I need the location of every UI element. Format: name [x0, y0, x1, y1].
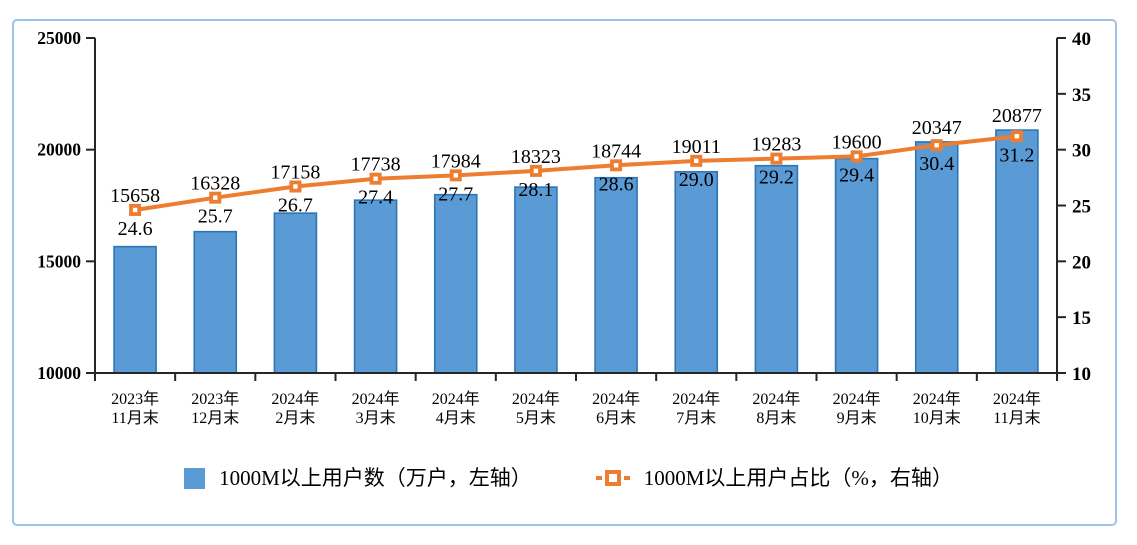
line-value-label: 28.6 [599, 173, 634, 195]
bar-value-label: 20877 [992, 105, 1042, 127]
y-right-tick-label: 20 [1072, 252, 1091, 273]
x-axis-label-month: 7月末 [676, 409, 716, 427]
x-axis-label-month: 12月末 [191, 409, 239, 427]
x-axis-label-year: 2024年 [672, 390, 720, 408]
x-axis-label-month: 3月末 [356, 409, 396, 427]
line-marker-center [934, 143, 939, 148]
x-axis-label-year: 2024年 [913, 390, 961, 408]
line-marker-center [533, 168, 539, 174]
y-right-tick-label: 30 [1072, 141, 1091, 162]
legend-item-bar-series: 1000M以上用户数（万户，左轴） [184, 465, 532, 490]
bar-value-label: 20347 [912, 117, 962, 139]
x-axis-label-month: 5月末 [516, 409, 556, 427]
bar [113, 245, 157, 374]
y-right-tick-label: 40 [1072, 29, 1091, 50]
bar [594, 176, 638, 374]
line-marker-center [854, 154, 859, 159]
figure-border [12, 19, 1117, 526]
x-axis-label-year: 2024年 [271, 390, 319, 408]
legend: 1000M以上用户数（万户，左轴） 1000M以上用户占比（%，右轴） [0, 458, 1137, 498]
x-axis-label-year: 2024年 [512, 390, 560, 408]
x-axis-label-month: 11月末 [993, 409, 1040, 427]
y-right-tick-label: 15 [1072, 308, 1091, 329]
line-value-label: 24.6 [118, 218, 153, 240]
bar-value-label: 19283 [751, 134, 801, 156]
x-axis-label-year: 2023年 [111, 390, 159, 408]
x-axis-label-year: 2024年 [592, 390, 640, 408]
bar [834, 157, 879, 374]
line-series-marker-swatch [595, 470, 630, 486]
bar-series-swatch [184, 467, 206, 489]
line-value-label: 29.2 [759, 167, 794, 189]
line-marker-center [694, 158, 699, 164]
bar-value-label: 17984 [431, 150, 481, 172]
line-marker-center [1014, 134, 1020, 139]
y-left-tick-label: 25000 [37, 28, 81, 48]
bar [433, 193, 478, 374]
x-axis-label-month: 4月末 [436, 409, 476, 427]
legend-dash-icon [623, 476, 630, 480]
bar [193, 230, 238, 374]
y-right-tick-label: 10 [1072, 364, 1091, 385]
x-axis-label-month: 2月末 [275, 409, 315, 427]
bar-value-label: 19600 [832, 131, 882, 153]
x-axis-label-month: 9月末 [837, 409, 877, 427]
x-axis-label-year: 2023年 [191, 390, 239, 408]
bar-value-label: 17158 [270, 162, 320, 184]
x-axis-label-year: 2024年 [993, 390, 1041, 408]
bar-value-label: 16328 [190, 173, 240, 195]
x-axis-label-year: 2024年 [352, 390, 400, 408]
bar [754, 164, 799, 374]
line-value-label: 28.1 [518, 179, 553, 201]
x-axis-label-month: 6月末 [596, 409, 636, 427]
bar [674, 170, 719, 374]
legend-dash-icon [595, 476, 602, 480]
bar [914, 141, 959, 374]
legend-label-line-series: 1000M以上用户占比（%，右轴） [643, 465, 953, 490]
line-marker-center [213, 195, 218, 200]
legend-label-bar-series: 1000M以上用户数（万户，左轴） [219, 465, 532, 490]
bar-value-label: 18323 [511, 146, 561, 168]
line-marker-center [373, 176, 378, 181]
line-value-label: 31.2 [999, 144, 1034, 166]
bar-value-label: 18744 [591, 140, 641, 162]
bar [514, 186, 558, 374]
y-right-tick-label: 35 [1072, 85, 1091, 106]
line-value-label: 27.4 [358, 187, 393, 209]
legend-square-marker-icon [604, 470, 621, 486]
x-axis-label-month: 11月末 [111, 409, 158, 427]
line-value-label: 29.0 [679, 169, 714, 191]
line-marker-center [132, 207, 138, 213]
bar-value-label: 19011 [672, 136, 721, 158]
y-left-tick-label: 10000 [37, 363, 81, 383]
line-value-label: 29.4 [839, 164, 874, 186]
bar [995, 129, 1039, 374]
y-left-tick-label: 15000 [37, 251, 81, 271]
line-value-label: 25.7 [198, 206, 233, 228]
line-marker-center [774, 156, 779, 161]
x-axis-label-year: 2024年 [432, 390, 480, 408]
line-marker-center [293, 184, 298, 189]
x-axis-label-year: 2024年 [833, 390, 881, 408]
y-left-tick-label: 20000 [37, 140, 81, 160]
bar-value-label: 15658 [110, 185, 160, 207]
x-axis-label-month: 8月末 [756, 409, 796, 427]
line-marker-center [453, 173, 458, 178]
line-value-label: 27.7 [438, 183, 473, 205]
line-marker-center [613, 163, 619, 168]
line-value-label: 30.4 [919, 153, 954, 175]
line-value-label: 26.7 [278, 195, 313, 217]
bar [273, 212, 318, 374]
x-axis-label-year: 2024年 [752, 390, 800, 408]
legend-item-line-series: 1000M以上用户占比（%，右轴） [595, 465, 953, 490]
bar [353, 199, 398, 374]
bar-value-label: 17738 [351, 154, 401, 176]
x-axis-label-month: 10月末 [913, 409, 961, 427]
line-series [133, 134, 1019, 212]
y-right-tick-label: 25 [1072, 197, 1091, 218]
